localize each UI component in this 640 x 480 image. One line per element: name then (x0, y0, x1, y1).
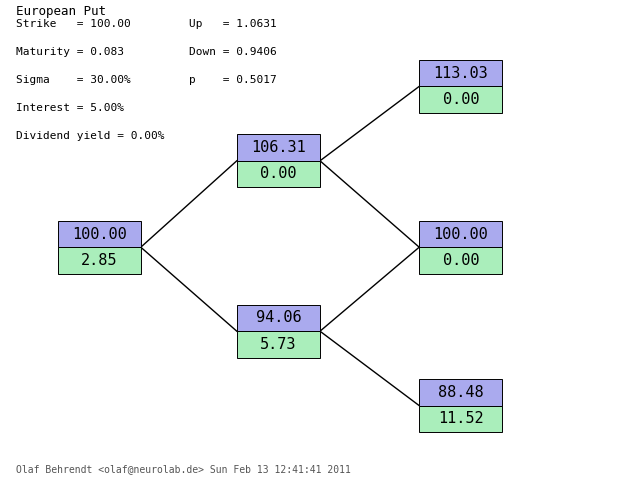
Text: 0.00: 0.00 (442, 92, 479, 107)
Text: 88.48: 88.48 (438, 385, 484, 400)
FancyBboxPatch shape (419, 86, 502, 113)
Text: 94.06: 94.06 (255, 311, 301, 325)
Text: 100.00: 100.00 (72, 227, 127, 241)
Text: Strike   = 100.00: Strike = 100.00 (16, 19, 131, 29)
Text: European Put: European Put (16, 5, 106, 18)
Text: 0.00: 0.00 (442, 253, 479, 268)
Text: Down = 0.9406: Down = 0.9406 (189, 47, 276, 57)
FancyBboxPatch shape (419, 379, 502, 406)
FancyBboxPatch shape (237, 134, 320, 161)
Text: 11.52: 11.52 (438, 411, 484, 426)
Text: Dividend yield = 0.00%: Dividend yield = 0.00% (16, 131, 164, 141)
Text: Olaf Behrendt <olaf@neurolab.de> Sun Feb 13 12:41:41 2011: Olaf Behrendt <olaf@neurolab.de> Sun Feb… (16, 464, 351, 474)
Text: 100.00: 100.00 (433, 227, 488, 241)
Text: 0.00: 0.00 (260, 167, 297, 181)
FancyBboxPatch shape (237, 305, 320, 331)
Text: Maturity = 0.083: Maturity = 0.083 (16, 47, 124, 57)
Text: Up   = 1.0631: Up = 1.0631 (189, 19, 276, 29)
Text: 5.73: 5.73 (260, 337, 297, 352)
Text: 2.85: 2.85 (81, 253, 118, 268)
FancyBboxPatch shape (419, 406, 502, 432)
Text: p    = 0.5017: p = 0.5017 (189, 75, 276, 85)
FancyBboxPatch shape (419, 60, 502, 86)
Text: 106.31: 106.31 (251, 140, 306, 155)
FancyBboxPatch shape (58, 247, 141, 274)
FancyBboxPatch shape (58, 221, 141, 247)
FancyBboxPatch shape (237, 331, 320, 358)
FancyBboxPatch shape (419, 221, 502, 247)
FancyBboxPatch shape (237, 161, 320, 187)
Text: 113.03: 113.03 (433, 66, 488, 81)
FancyBboxPatch shape (419, 247, 502, 274)
Text: Interest = 5.00%: Interest = 5.00% (16, 103, 124, 113)
Text: Sigma    = 30.00%: Sigma = 30.00% (16, 75, 131, 85)
